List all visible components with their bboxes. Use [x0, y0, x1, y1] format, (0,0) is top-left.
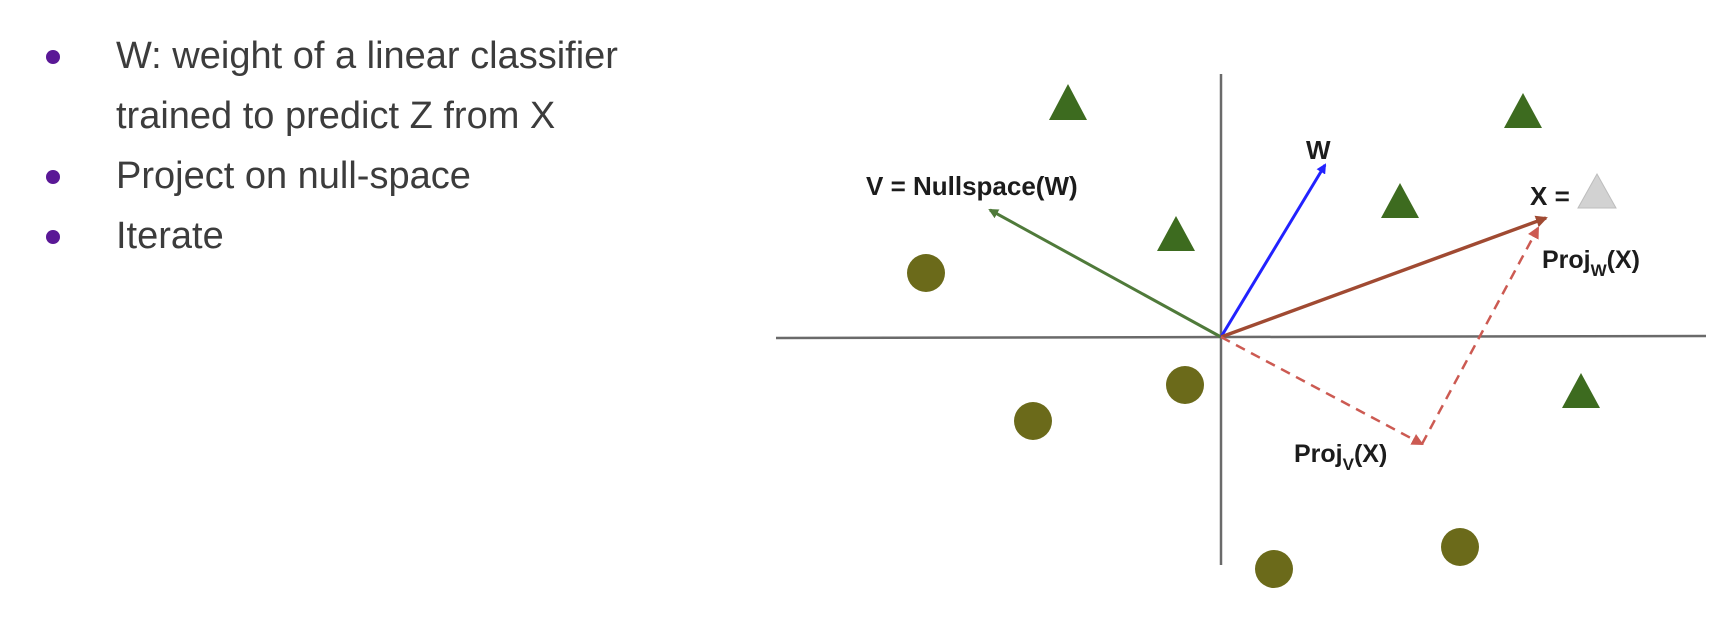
- bullet-item-weight: W: weight of a linear classifier trained…: [40, 26, 760, 146]
- bullet-text-line: Project on null-space: [116, 155, 471, 197]
- proj-v-label-base: Proj: [1294, 440, 1343, 468]
- triangle-point: [1049, 84, 1087, 120]
- proj-v-label-sub: V: [1343, 455, 1355, 474]
- circle-point: [1166, 366, 1204, 404]
- bullet-item-iterate: Iterate: [40, 206, 760, 266]
- triangle-point: [1562, 373, 1600, 408]
- proj-v-label: ProjV(X): [1294, 440, 1387, 474]
- bullet-dot: [46, 50, 60, 64]
- x-arrow: [1220, 215, 1548, 339]
- proj-w-label: ProjW(X): [1542, 246, 1640, 280]
- bullet-dot: [46, 230, 60, 244]
- proj-w-label-suffix: (X): [1607, 246, 1640, 274]
- bullet-dot: [46, 170, 60, 184]
- circle-point: [907, 254, 945, 292]
- triangle-point: [1504, 93, 1542, 128]
- x-label: X =: [1530, 181, 1570, 211]
- bullet-text-line: Iterate: [116, 215, 224, 257]
- circle-point: [1014, 402, 1052, 440]
- bullet-text-line: W: weight of a linear classifier: [116, 35, 618, 77]
- proj-v-arrow: [1220, 335, 1424, 446]
- bullet-text-line: trained to predict Z from X: [116, 95, 556, 137]
- nullspace-label: V = Nullspace(W): [866, 171, 1078, 201]
- w-label: W: [1306, 135, 1331, 165]
- proj-w-label-sub: W: [1591, 261, 1608, 280]
- triangle-point: [1157, 216, 1195, 251]
- proj-v-label-suffix: (X): [1354, 440, 1387, 468]
- nullspace-arrow: [988, 208, 1222, 339]
- x-axis: [775, 334, 1707, 340]
- triangle-point: [1381, 183, 1419, 218]
- w-arrow: [1219, 163, 1327, 338]
- bullet-item-project: Project on null-space: [40, 146, 760, 206]
- proj-w-arrow: [1420, 226, 1540, 445]
- bullet-list: W: weight of a linear classifier trained…: [40, 26, 760, 266]
- circle-point: [1255, 550, 1293, 588]
- circle-point: [1441, 528, 1479, 566]
- proj-w-label-base: Proj: [1542, 246, 1591, 274]
- x-point-icon: [1577, 172, 1617, 209]
